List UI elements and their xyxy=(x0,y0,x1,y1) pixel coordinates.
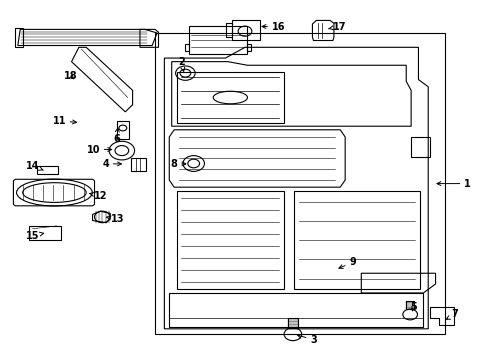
Text: 14: 14 xyxy=(25,161,43,171)
Text: 15: 15 xyxy=(25,231,44,240)
Text: 6: 6 xyxy=(113,128,120,144)
Text: 2: 2 xyxy=(178,57,185,71)
Text: 5: 5 xyxy=(410,302,417,312)
Text: 8: 8 xyxy=(171,159,186,169)
Text: 12: 12 xyxy=(90,191,108,201)
Text: 11: 11 xyxy=(52,116,76,126)
Text: 17: 17 xyxy=(328,22,346,32)
Text: 1: 1 xyxy=(437,179,471,189)
Text: 10: 10 xyxy=(87,144,112,154)
Text: 16: 16 xyxy=(262,22,285,32)
Text: 13: 13 xyxy=(107,215,125,224)
Text: 9: 9 xyxy=(339,257,356,269)
Text: 3: 3 xyxy=(297,334,317,345)
Text: 18: 18 xyxy=(64,71,77,81)
Text: 4: 4 xyxy=(102,159,122,169)
Text: 7: 7 xyxy=(446,310,459,319)
